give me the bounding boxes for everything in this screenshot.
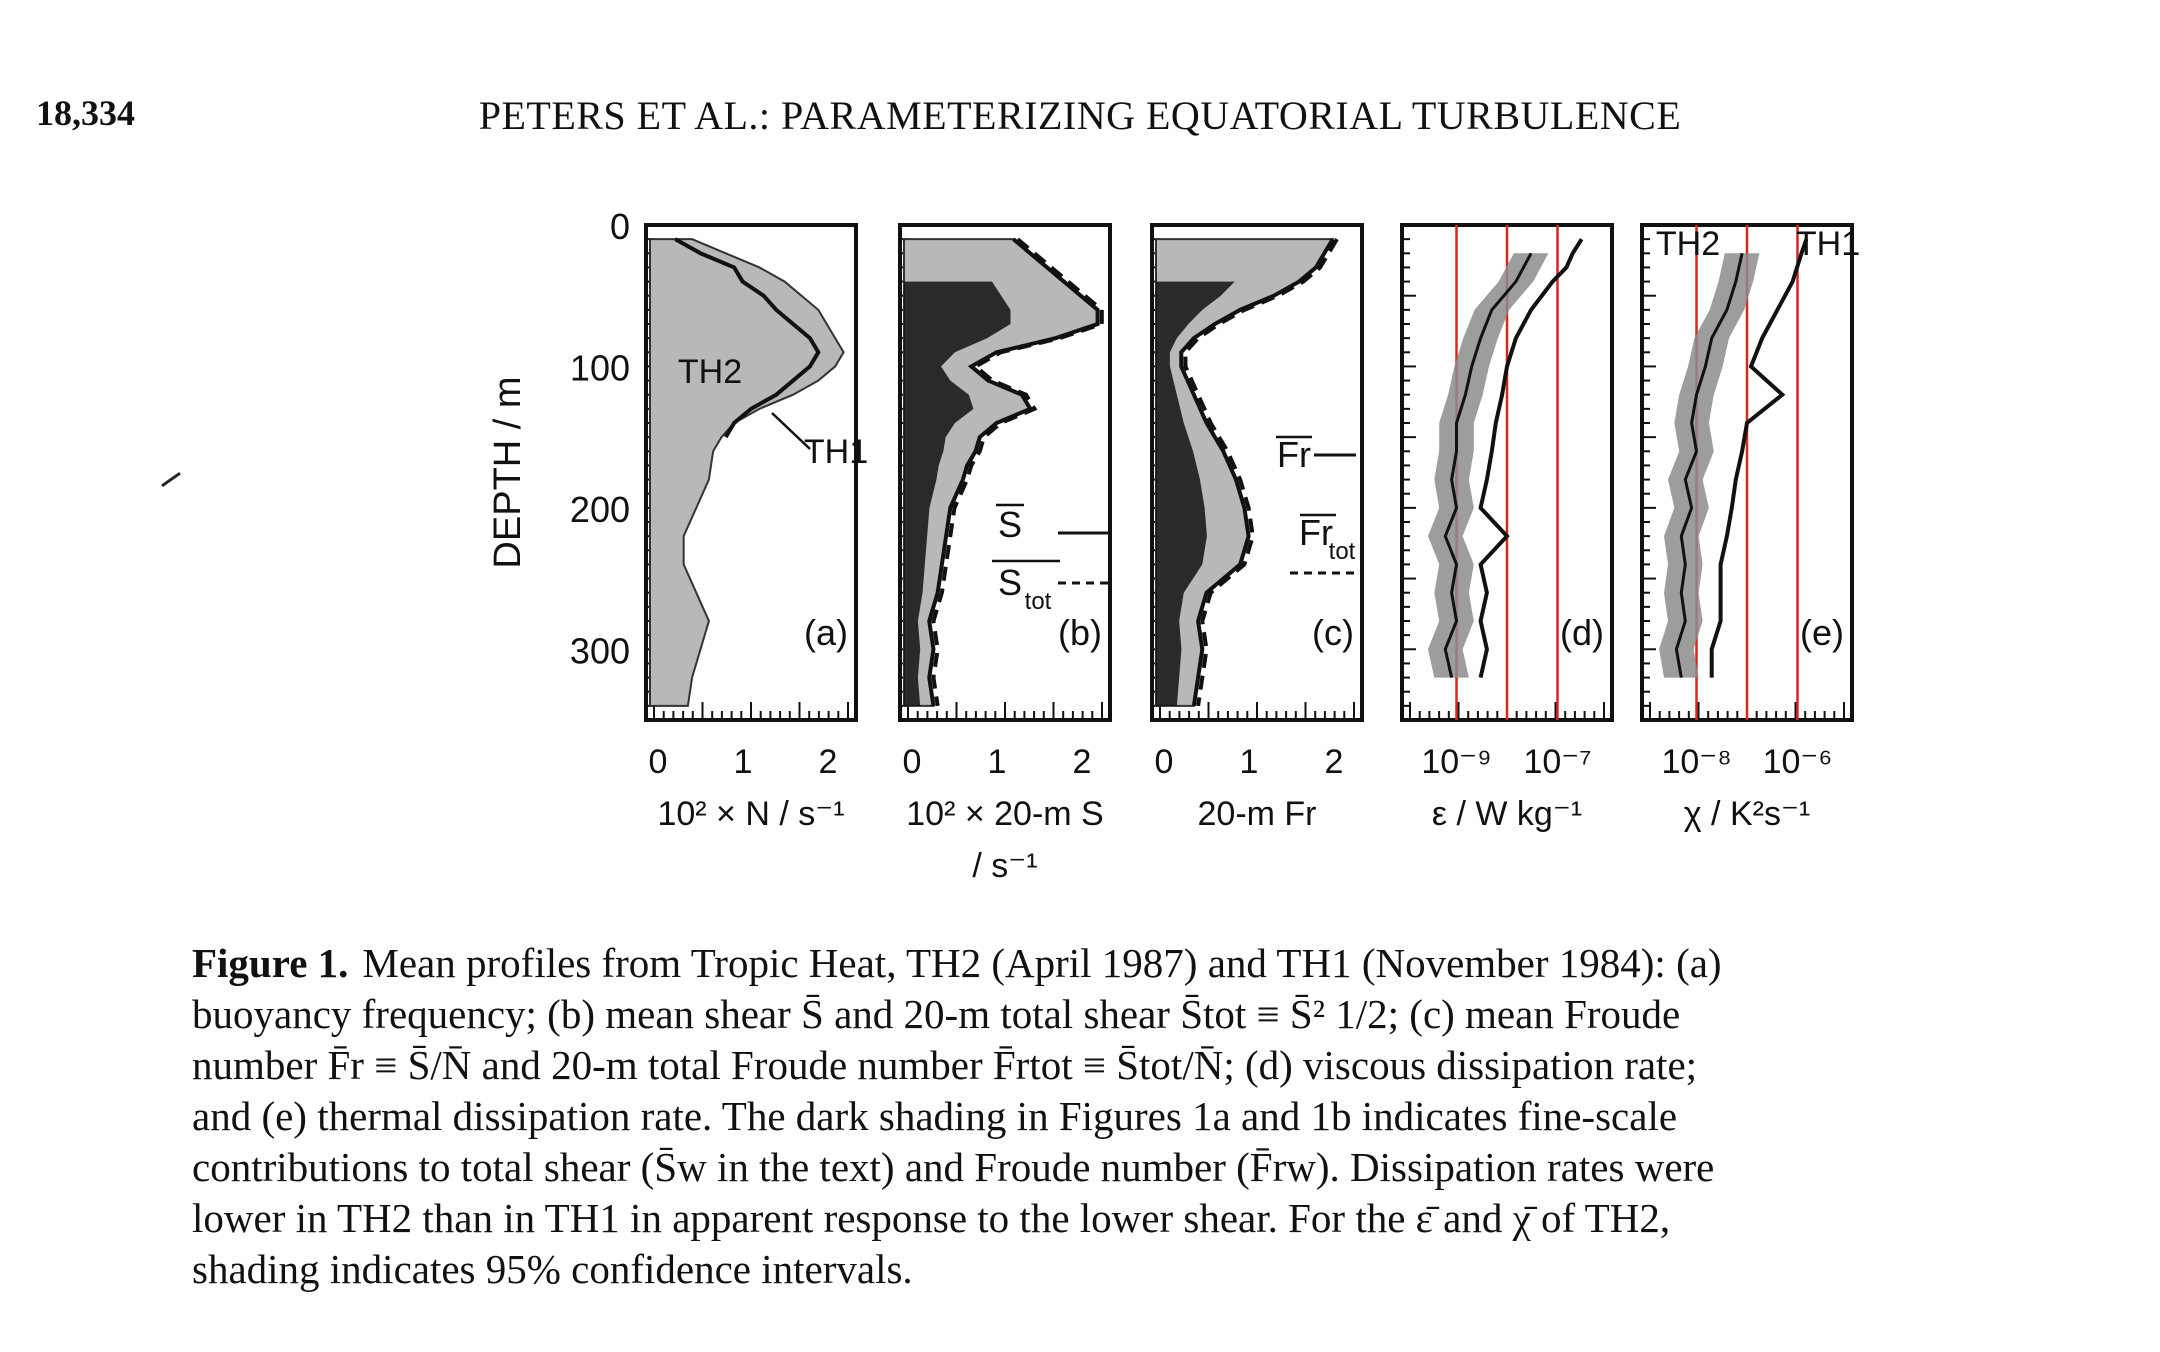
label-e-th2: TH2 bbox=[1656, 225, 1720, 263]
y-tick-label: 200 bbox=[570, 489, 630, 530]
series-line-th1 bbox=[1478, 238, 1584, 679]
running-title: PETERS ET AL.: PARAMETERIZING EQUATORIAL… bbox=[478, 93, 1682, 138]
x-axis-label: χ / K²s⁻¹ bbox=[1684, 795, 1810, 833]
caption-line-5: contributions to total shear (S̄w in the… bbox=[192, 1144, 1715, 1190]
page-number: 18,334 bbox=[36, 93, 135, 133]
x-tick-label: 10⁻⁶ bbox=[1763, 743, 1833, 781]
x-tick-label: 0 bbox=[1155, 743, 1174, 781]
panel-b: (b) 0 1 2 10² × 20-m S / s⁻¹ bbox=[898, 223, 1112, 885]
y-axis-label: DEPTH / m bbox=[487, 376, 529, 568]
series-line-th1 bbox=[1709, 238, 1809, 678]
y-tick-label: 300 bbox=[570, 630, 630, 671]
label-th2: TH2 bbox=[678, 353, 742, 391]
y-tick-label: 0 bbox=[610, 206, 630, 247]
caption-line-1: Figure 1. Mean profiles from Tropic Heat,… bbox=[192, 938, 2130, 989]
x-tick-label: 2 bbox=[1325, 743, 1344, 781]
x-tick-label: 10⁻⁷ bbox=[1523, 743, 1591, 781]
panel-a: (a) 0 1 2 10² × N / s⁻¹ bbox=[644, 223, 858, 833]
series-line-th2 bbox=[1674, 252, 1744, 678]
stray-pen-mark bbox=[161, 471, 181, 488]
x-axis-label: 10² × 20-m S bbox=[906, 795, 1103, 833]
x-axis-label-2: / s⁻¹ bbox=[972, 847, 1037, 885]
shaded-area bbox=[649, 238, 845, 707]
x-axis-label: 10² × N / s⁻¹ bbox=[657, 795, 844, 833]
caption-line-2: buoyancy frequency; (b) mean shear S̄ an… bbox=[192, 991, 1681, 1037]
series-line-fr bbox=[1179, 238, 1335, 707]
label-th1: TH1 bbox=[804, 433, 868, 471]
th1-pointer bbox=[771, 412, 811, 450]
panel-letter: (e) bbox=[1800, 612, 1844, 653]
panel-c: (c) 0 1 220-m Fr bbox=[1150, 223, 1364, 833]
label-e-th1: TH1 bbox=[1796, 225, 1860, 263]
series-line-s-tot bbox=[931, 237, 1104, 707]
fine-scale-shading bbox=[1156, 281, 1235, 706]
panel-letter: (c) bbox=[1312, 612, 1354, 653]
x-axis-label: 20-m Fr bbox=[1198, 795, 1317, 833]
figure-caption: Figure 1. Mean profiles from Tropic Heat,… bbox=[192, 938, 2130, 1295]
caption-label: Figure 1. bbox=[192, 940, 349, 986]
panel-e: (e) 10⁻⁸ 10⁻⁶ χ / K²s⁻¹ bbox=[1640, 223, 1854, 833]
x-tick-label: 10⁻⁹ bbox=[1421, 743, 1491, 781]
x-tick-label: 0 bbox=[649, 743, 668, 781]
confidence-band bbox=[1428, 253, 1549, 678]
legend-frtot: Fr bbox=[1299, 512, 1333, 553]
panel-letter: (a) bbox=[804, 612, 848, 653]
legend-stot: S bbox=[998, 562, 1022, 603]
panel-letter: (b) bbox=[1058, 612, 1102, 653]
series-line-th1 bbox=[674, 237, 821, 439]
legend-s: S bbox=[998, 504, 1022, 545]
x-tick-label: 0 bbox=[903, 743, 922, 781]
caption-line-7: shading indicates 95% confidence interva… bbox=[192, 1246, 913, 1292]
caption-line-3: number F̄r ≡ S̄/N̄ and 20-m total Froude… bbox=[192, 1042, 1698, 1088]
x-tick-label: 1 bbox=[1240, 743, 1259, 781]
legend-frtot-subscript: tot bbox=[1329, 538, 1356, 565]
panel-letter: (d) bbox=[1560, 612, 1604, 653]
x-axis-label: ε / W kg⁻¹ bbox=[1432, 795, 1582, 833]
series-line-fr-tot bbox=[1183, 238, 1339, 707]
caption-line-4: and (e) thermal dissipation rate. The da… bbox=[192, 1093, 1678, 1139]
page-header: 18,334 PETERS ET AL.: PARAMETERIZING EQU… bbox=[36, 92, 2124, 142]
x-tick-label: 1 bbox=[988, 743, 1007, 781]
y-tick-label: 100 bbox=[570, 347, 630, 388]
caption-line-6: lower in TH2 than in TH1 in apparent res… bbox=[192, 1195, 1671, 1241]
series-line-th2 bbox=[1443, 252, 1533, 678]
legend-stot-subscript: tot bbox=[1025, 588, 1052, 615]
x-tick-label: 2 bbox=[1073, 743, 1092, 781]
caption-line-1-text: Mean profiles from Tropic Heat, TH2 (Apr… bbox=[362, 940, 1722, 986]
x-tick-label: 2 bbox=[819, 743, 838, 781]
fine-scale-shading bbox=[904, 281, 1011, 706]
panel-d: (d) 10⁻⁹ 10⁻⁷ ε / W kg⁻¹ bbox=[1400, 223, 1614, 833]
legend-fr: Fr bbox=[1277, 434, 1311, 475]
x-tick-label: 1 bbox=[734, 743, 753, 781]
x-tick-label: 10⁻⁸ bbox=[1661, 743, 1731, 781]
